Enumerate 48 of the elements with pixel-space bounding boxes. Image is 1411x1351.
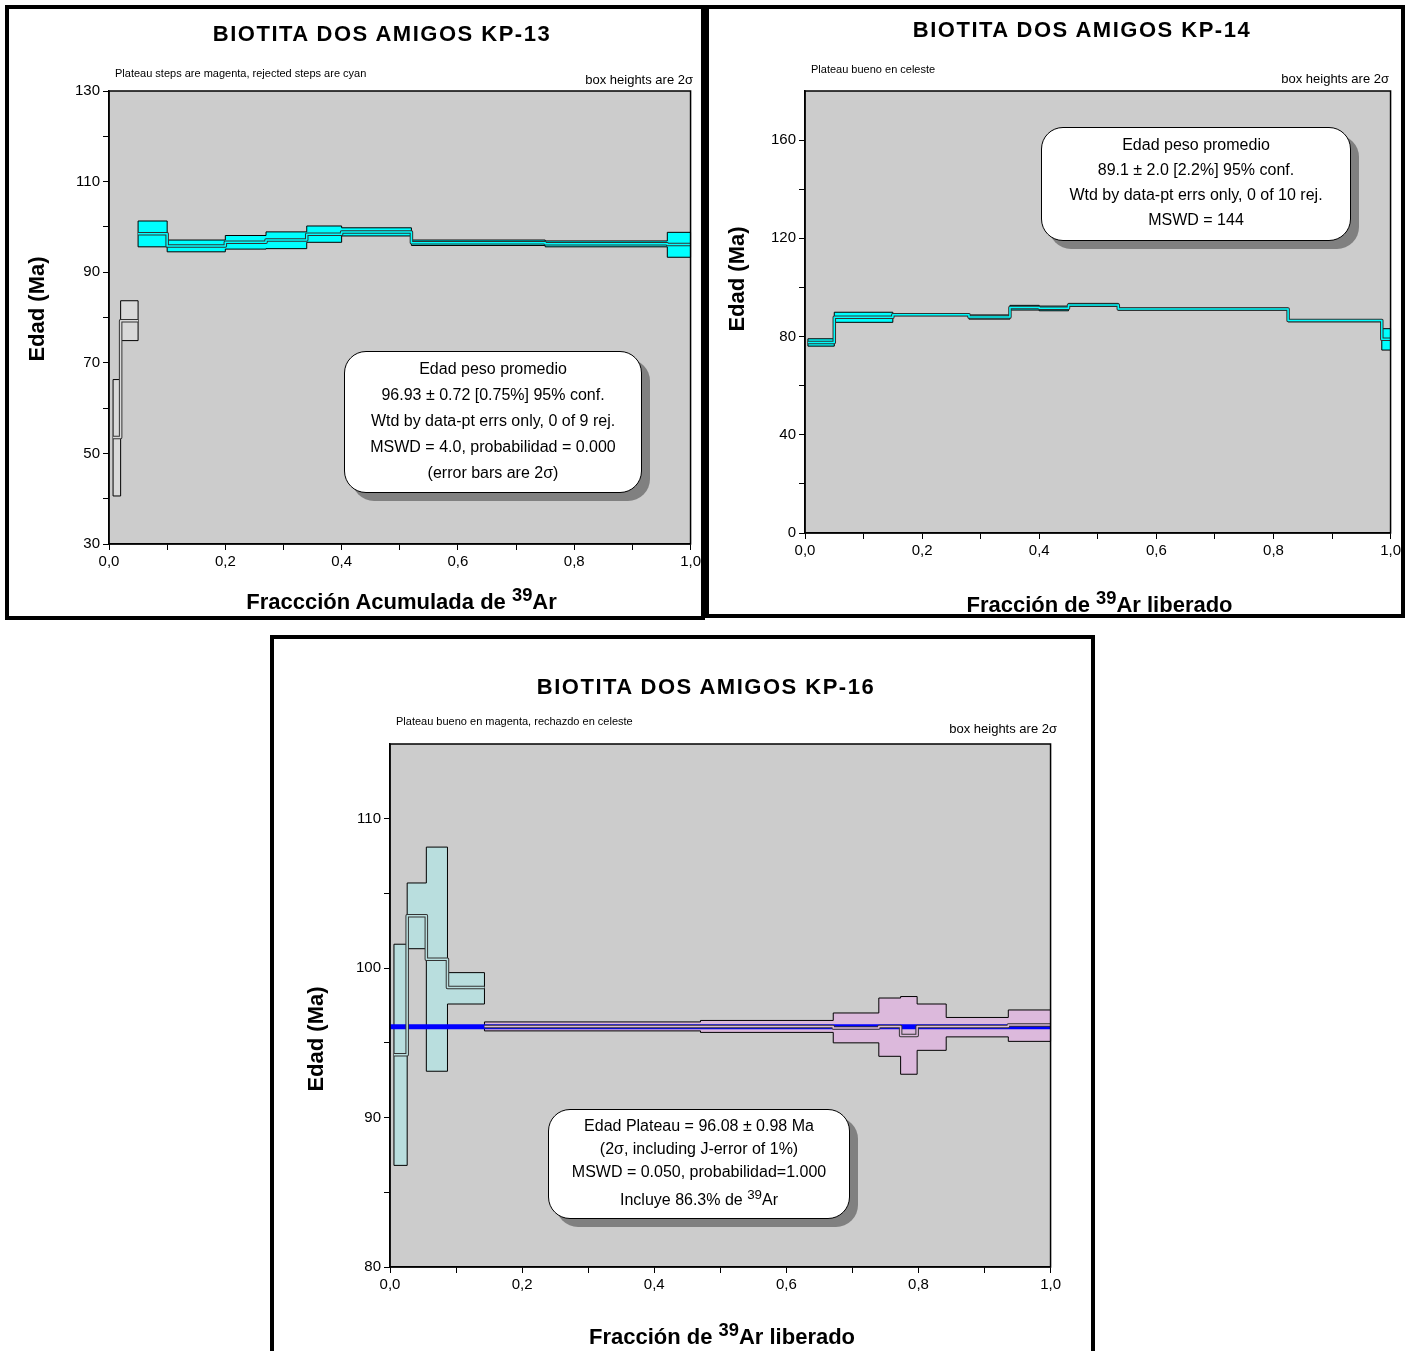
text: box heights are 2σ xyxy=(1281,71,1389,86)
y-tick-label: 100 xyxy=(355,958,381,976)
y-tick-label: 80 xyxy=(364,1257,381,1275)
x-axis-title: Fracción de $^{39}$Ar liberado xyxy=(588,1319,856,1351)
y-tick-label: 30 xyxy=(83,534,100,552)
x-tick-label: 0,2 xyxy=(911,541,933,559)
x-axis-title: Fracción de $^{39}$Ar liberado xyxy=(966,587,1233,619)
y-axis-title: Edad (Ma) xyxy=(724,226,750,332)
y-tick-label: 90 xyxy=(364,1107,381,1125)
y-tick-label: 0 xyxy=(787,523,796,541)
chart-title: BIOTITA DOS AMIGOS KP-13 xyxy=(212,21,552,47)
x-tick-label: 0,8 xyxy=(908,1275,929,1293)
y-tick-label: 80 xyxy=(779,326,796,344)
y-tick-label: 70 xyxy=(83,352,100,370)
x-tick-label: 0,0 xyxy=(794,541,816,559)
chart-title: BIOTITA DOS AMIGOS KP-14 xyxy=(912,17,1252,43)
x-tick-label: 0,6 xyxy=(775,1275,797,1293)
x-tick-label: 0,4 xyxy=(643,1275,665,1293)
x-tick-label: 0,4 xyxy=(331,552,353,570)
y-axis-title: Edad (Ma) xyxy=(24,256,50,362)
y-tick-label: 130 xyxy=(74,81,100,99)
y-tick-label: 120 xyxy=(770,228,796,246)
chart-subtitle: Plateau bueno en magenta, rechazdo en celeste xyxy=(396,715,633,727)
x-tick-label: 0,4 xyxy=(1028,541,1050,559)
text: box heights are 2σ xyxy=(949,721,1057,736)
chart-subtitle: Plateau bueno en celeste xyxy=(811,63,936,75)
y-tick-label: 90 xyxy=(83,262,100,280)
y-tick-label: 110 xyxy=(76,171,100,189)
x-tick-label: 0,8 xyxy=(563,552,585,570)
x-axis-title: Fraccción Acumulada de $^{39}$Ar xyxy=(246,584,557,616)
y-axis-title: Edad (Ma) xyxy=(303,986,329,1092)
x-tick-label: 1,0 xyxy=(1040,1275,1061,1293)
chart-subtitle: Plateau steps are magenta, rejected steps are cyan xyxy=(115,67,367,79)
x-tick-label: 0,8 xyxy=(1263,541,1284,559)
text: box heights are 2σ xyxy=(585,72,693,87)
y-tick-label: 40 xyxy=(779,424,796,442)
chart-title: BIOTITA DOS AMIGOS KP-16 xyxy=(536,674,876,700)
x-tick-label: 1,0 xyxy=(1380,541,1401,559)
x-tick-label: 0,2 xyxy=(511,1275,533,1293)
y-tick-label: 160 xyxy=(770,130,796,148)
x-tick-label: 0,0 xyxy=(98,552,120,570)
x-tick-label: 1,0 xyxy=(680,552,701,570)
x-tick-label: 0,0 xyxy=(379,1275,401,1293)
x-tick-label: 0,6 xyxy=(447,552,469,570)
y-tick-label: 50 xyxy=(83,443,100,461)
x-tick-label: 0,6 xyxy=(1145,541,1167,559)
x-tick-label: 0,2 xyxy=(214,552,236,570)
y-tick-label: 110 xyxy=(357,808,381,826)
